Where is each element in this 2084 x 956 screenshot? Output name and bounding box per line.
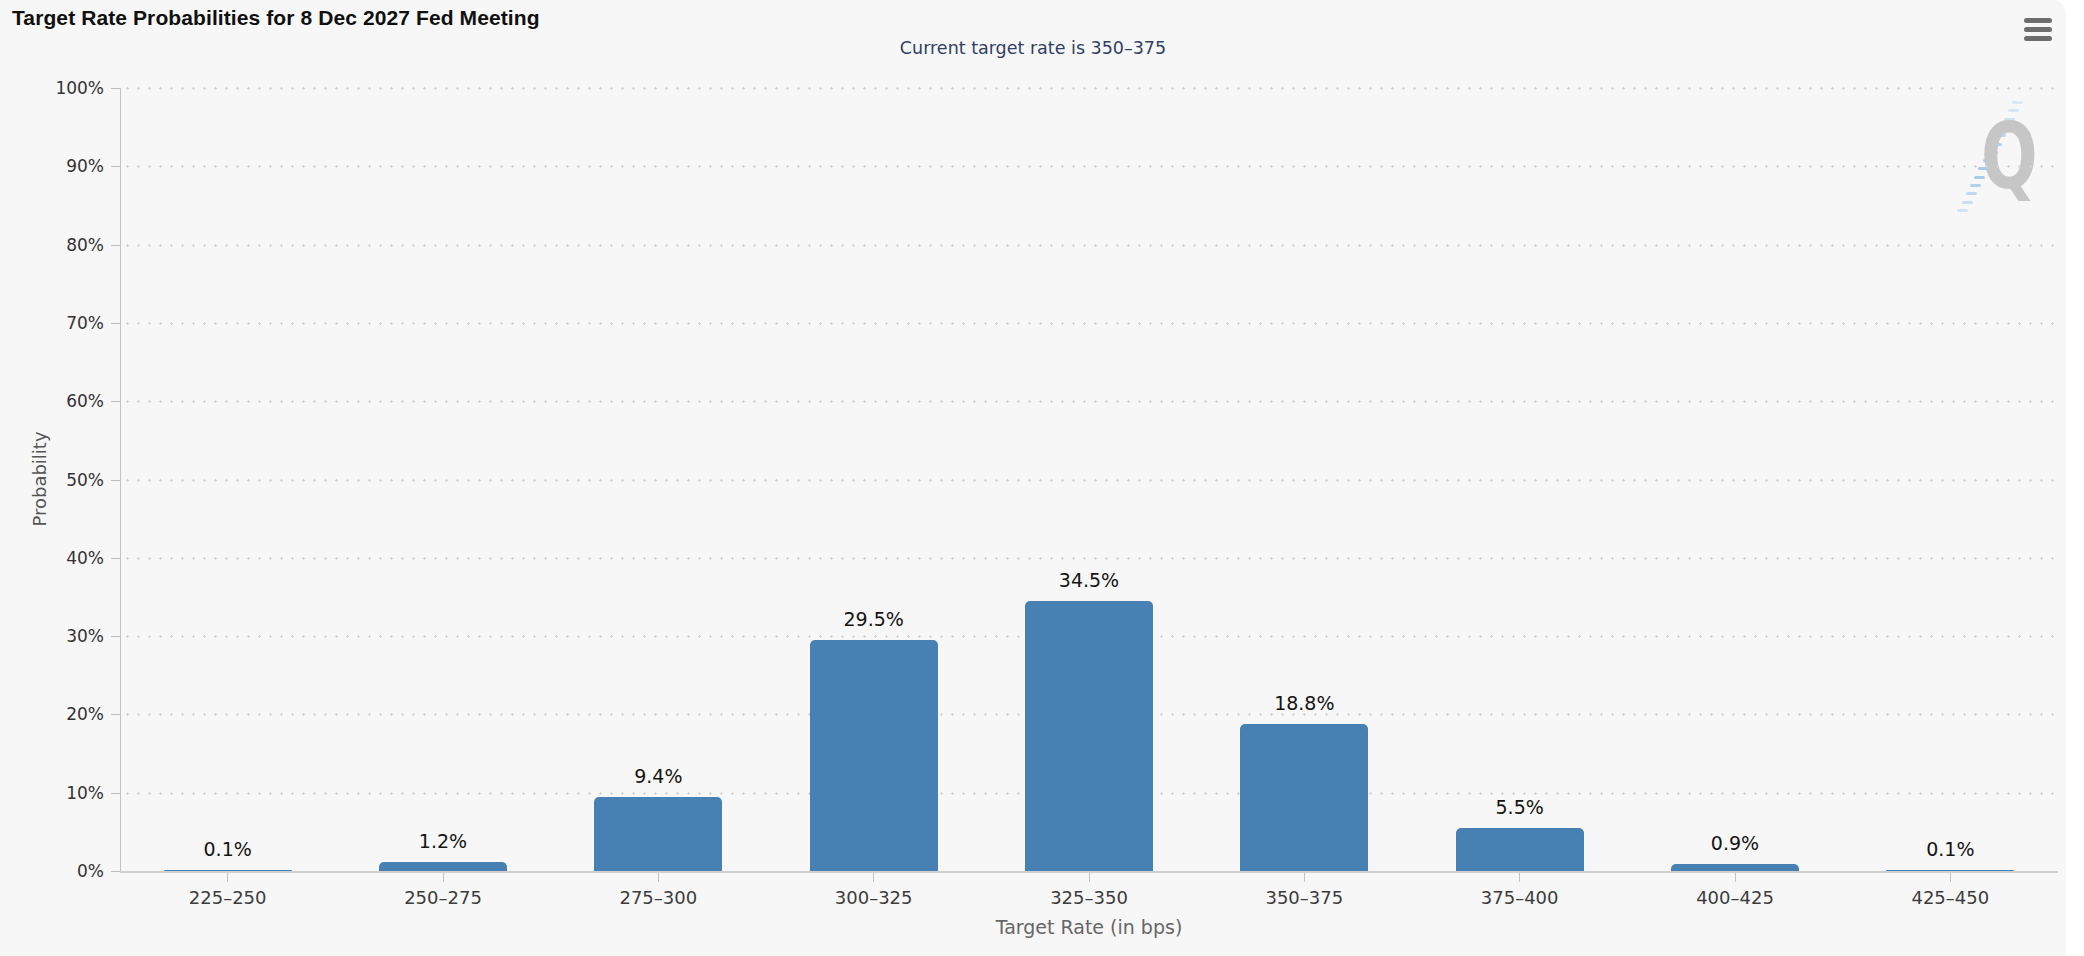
hamburger-menu-icon	[2024, 36, 2052, 41]
y-axis-tick	[111, 793, 120, 794]
x-axis-category-label: 275–300	[551, 887, 766, 909]
gridline-60	[122, 400, 2058, 403]
gridline-90	[122, 165, 2058, 168]
bar-value-label: 34.5%	[1009, 568, 1169, 592]
bar-375–400[interactable]	[1456, 828, 1584, 871]
y-axis-tick-label: 100%	[0, 78, 104, 98]
chart-panel: Target Rate Probabilities for 8 Dec 2027…	[0, 0, 2066, 956]
x-axis-category-label: 325–350	[981, 887, 1196, 909]
gridline-100	[122, 87, 2058, 90]
chart-context-menu-button[interactable]	[2024, 18, 2052, 41]
bar-425–450[interactable]	[1886, 870, 2014, 871]
y-axis-tick-label: 90%	[0, 156, 104, 176]
y-axis-tick-label: 10%	[0, 783, 104, 803]
bar-value-label: 0.9%	[1655, 831, 1815, 855]
bar-325–350[interactable]	[1025, 601, 1153, 871]
bar-value-label: 9.4%	[578, 764, 738, 788]
y-axis-tick	[111, 245, 120, 246]
y-axis-tick-label: 50%	[0, 470, 104, 490]
y-axis-tick-label: 40%	[0, 548, 104, 568]
x-axis-tick	[1089, 873, 1090, 882]
x-axis-tick	[1950, 873, 1951, 882]
x-axis-category-label: 250–275	[335, 887, 550, 909]
hamburger-menu-icon	[2024, 27, 2052, 32]
y-axis-tick-label: 70%	[0, 313, 104, 333]
y-axis-tick	[111, 714, 120, 715]
x-axis-tick	[227, 873, 228, 882]
x-axis-tick	[658, 873, 659, 882]
y-axis-tick	[111, 166, 120, 167]
y-axis-tick	[111, 88, 120, 89]
y-axis-tick	[111, 323, 120, 324]
gridline-80	[122, 244, 2058, 247]
gridline-40	[122, 557, 2058, 560]
y-axis-tick-label: 60%	[0, 391, 104, 411]
x-axis-category-label: 350–375	[1197, 887, 1412, 909]
bar-225–250[interactable]	[164, 870, 292, 871]
y-axis-tick-label: 80%	[0, 235, 104, 255]
y-axis-tick	[111, 401, 120, 402]
x-axis-category-label: 225–250	[120, 887, 335, 909]
x-axis-category-label: 300–325	[766, 887, 981, 909]
bar-350–375[interactable]	[1240, 724, 1368, 871]
chart-title: Target Rate Probabilities for 8 Dec 2027…	[12, 6, 540, 30]
y-axis-tick	[111, 871, 120, 872]
fedwatch-chart-card: Target Rate Probabilities for 8 Dec 2027…	[0, 0, 2084, 956]
x-axis-category-label: 375–400	[1412, 887, 1627, 909]
x-axis-category-label: 400–425	[1627, 887, 1842, 909]
bar-value-label: 18.8%	[1224, 691, 1384, 715]
watermark-q-icon: Q	[1981, 112, 2038, 202]
y-axis-tick-label: 0%	[0, 861, 104, 881]
watermark-dash	[1962, 201, 1973, 204]
x-axis-title: Target Rate (in bps)	[120, 916, 2058, 938]
bar-400–425[interactable]	[1671, 864, 1799, 871]
y-axis-tick-label: 20%	[0, 704, 104, 724]
x-axis-category-label: 425–450	[1843, 887, 2058, 909]
bar-value-label: 29.5%	[794, 607, 954, 631]
x-axis-tick	[443, 873, 444, 882]
y-axis-tick	[111, 558, 120, 559]
y-axis-tick	[111, 480, 120, 481]
watermark-dash	[1970, 184, 1981, 187]
hamburger-menu-icon	[2024, 18, 2052, 23]
bar-value-label: 1.2%	[363, 829, 523, 853]
x-axis-tick	[1304, 873, 1305, 882]
y-axis-tick-label: 30%	[0, 626, 104, 646]
chart-subtitle: Current target rate is 350–375	[0, 38, 2066, 58]
watermark-dash	[1957, 209, 1968, 212]
bar-value-label: 0.1%	[148, 837, 308, 861]
gridline-70	[122, 322, 2058, 325]
x-axis-tick	[1735, 873, 1736, 882]
bar-300–325[interactable]	[810, 640, 938, 871]
watermark-dash	[1966, 192, 1977, 195]
x-axis-tick	[1519, 873, 1520, 882]
bar-value-label: 5.5%	[1440, 795, 1600, 819]
bar-value-label: 0.1%	[1870, 837, 2030, 861]
bar-275–300[interactable]	[594, 797, 722, 871]
gridline-50	[122, 479, 2058, 482]
y-axis-line	[120, 88, 121, 871]
x-axis-tick	[873, 873, 874, 882]
y-axis-tick	[111, 636, 120, 637]
bar-250–275[interactable]	[379, 862, 507, 871]
